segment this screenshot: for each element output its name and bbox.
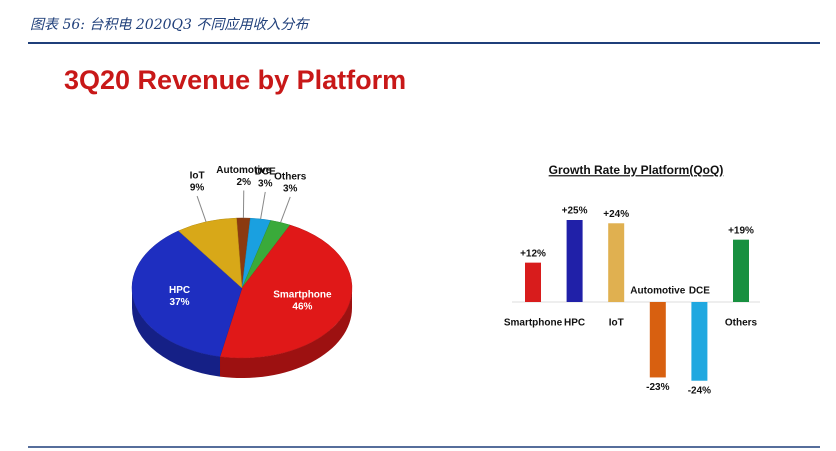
bar-value-label: -23%	[646, 382, 669, 393]
bar-value-label: +25%	[562, 206, 588, 217]
x-tick-label: HPC	[564, 318, 585, 329]
bar-value-label: +12%	[520, 248, 546, 259]
pie-label: IoT	[190, 171, 205, 182]
pie-slice	[131, 230, 243, 357]
pie-side	[132, 288, 221, 377]
bar	[649, 302, 666, 378]
x-tick-label: Others	[725, 318, 758, 329]
pie-value-label: 3%	[283, 184, 298, 195]
leader-line	[196, 195, 207, 223]
pie-label: HPC	[169, 285, 190, 296]
bar	[733, 239, 749, 302]
bar-title: Growth Rate by Platform(QoQ)	[549, 163, 724, 177]
x-tick-label: IoT	[609, 318, 624, 329]
pie-value-label: 3%	[258, 179, 273, 190]
pie-value-label: 9%	[190, 183, 205, 194]
pie-label: Automotive	[216, 165, 271, 176]
pie-label: DCE	[255, 167, 276, 178]
leader-line	[260, 191, 266, 220]
pie-slice	[219, 224, 353, 359]
pie-value-label: 2%	[237, 177, 252, 188]
x-tick-label: Automotive	[630, 286, 685, 297]
slide-title: 3Q20 Revenue by Platform	[64, 65, 406, 95]
caption: 图表 56: 台积电 2020Q3 不同应用收入分布	[30, 17, 310, 33]
bar-value-label: +24%	[603, 209, 629, 220]
bar-value-label: -24%	[688, 385, 711, 396]
pie-side	[220, 288, 352, 378]
pie-value-label: 37%	[170, 297, 190, 308]
pie-label: Smartphone	[273, 290, 332, 301]
pie-label: Others	[274, 172, 307, 183]
leader-line	[280, 196, 291, 223]
bar	[608, 223, 625, 302]
x-tick-label: DCE	[689, 286, 710, 297]
bar	[691, 302, 708, 381]
bar	[525, 262, 541, 302]
x-tick-label: Smartphone	[504, 318, 563, 329]
bar	[566, 220, 583, 302]
pie-value-label: 46%	[292, 302, 312, 313]
bar-value-label: +19%	[728, 225, 754, 236]
